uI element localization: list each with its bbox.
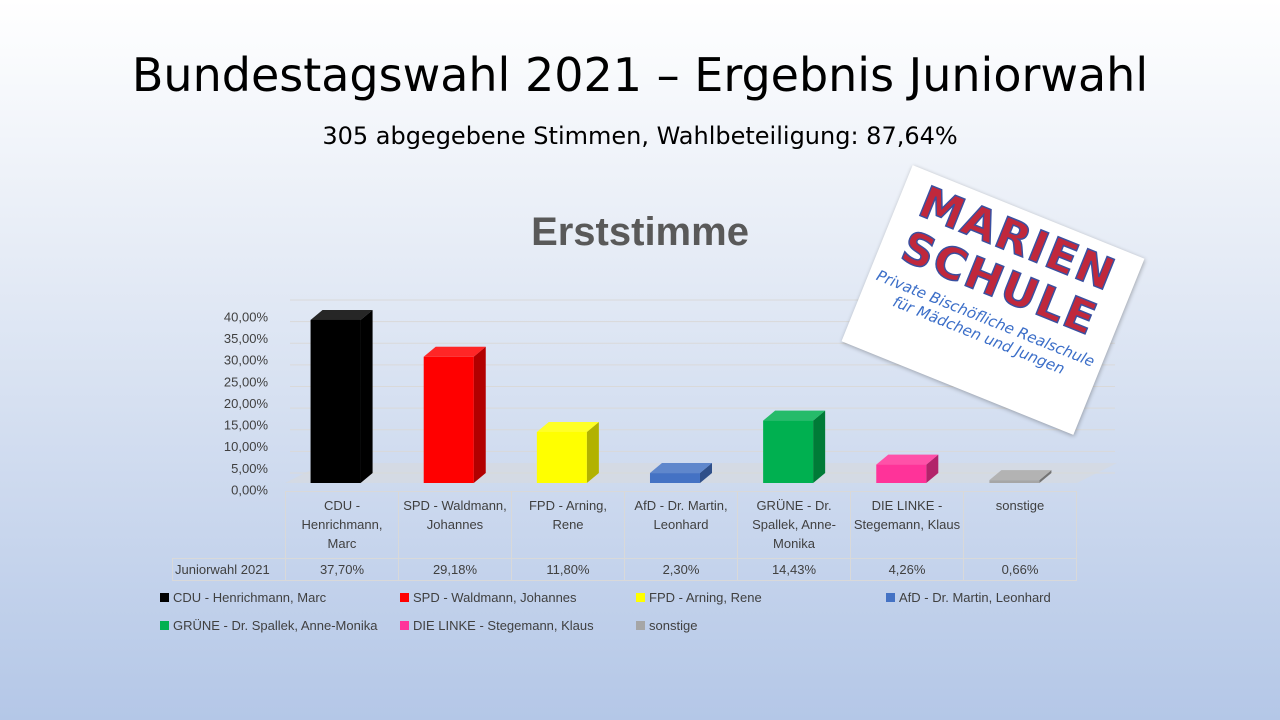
bar-top-shade — [536, 421, 599, 432]
legend-label: FPD - Arning, Rene — [649, 590, 762, 605]
legend-swatch — [160, 621, 169, 630]
legend-swatch — [400, 621, 409, 630]
bar-side-shade — [473, 346, 486, 483]
legend-item: CDU - Henrichmann, Marc — [160, 590, 326, 605]
bar-top-shade — [649, 463, 712, 474]
bar-top-shade — [310, 309, 373, 320]
category-label: sonstige — [963, 491, 1077, 559]
y-tick-label: 5,00% — [231, 461, 268, 476]
slide-subtitle: 305 abgegebene Stimmen, Wahlbeteiligung:… — [322, 122, 958, 150]
table-row: Juniorwahl 2021 37,70% 29,18% 11,80% 2,30% 14… — [172, 558, 1077, 581]
bar-side-shade — [813, 410, 826, 483]
value-label: 0,66% — [963, 558, 1077, 581]
bar-top — [536, 421, 599, 432]
y-tick-label: 20,00% — [224, 396, 269, 411]
bar-side-shade — [926, 454, 939, 483]
legend-swatch — [160, 593, 169, 602]
legend-item: AfD - Dr. Martin, Leonhard — [886, 590, 1051, 605]
y-tick-label: 0,00% — [231, 482, 268, 497]
value-label: 29,18% — [398, 558, 512, 581]
table-row: CDU - Henrichmann, Marc SPD - Waldmann, J… — [173, 491, 1077, 559]
category-label: FPD - Arning, Rene — [511, 491, 625, 559]
legend-swatch — [400, 593, 409, 602]
bar — [536, 431, 587, 483]
bar-side — [360, 309, 373, 483]
legend-item: FPD - Arning, Rene — [636, 590, 762, 605]
y-tick-label: 40,00% — [224, 309, 269, 324]
legend-swatch — [636, 621, 645, 630]
y-tick-label: 30,00% — [224, 353, 269, 368]
category-label: SPD - Waldmann, Johannes — [398, 491, 512, 559]
data-table: CDU - Henrichmann, Marc SPD - Waldmann, J… — [172, 491, 1077, 581]
legend-label: GRÜNE - Dr. Spallek, Anne-Monika — [173, 618, 378, 633]
bar-side — [813, 410, 826, 483]
bar-side — [926, 454, 939, 483]
value-label: 14,43% — [737, 558, 851, 581]
bar-top — [310, 309, 373, 320]
table-cell — [173, 492, 286, 559]
category-label: GRÜNE - Dr. Spallek, Anne-Monika — [737, 491, 851, 559]
legend-swatch — [636, 593, 645, 602]
bar-side-shade — [360, 309, 373, 483]
bar — [989, 480, 1040, 483]
legend-item: SPD - Waldmann, Johannes — [400, 590, 577, 605]
bar-top-shade — [876, 454, 939, 465]
legend-item: DIE LINKE - Stegemann, Klaus — [400, 618, 594, 633]
category-label: CDU - Henrichmann, Marc — [285, 491, 399, 559]
bar — [763, 420, 814, 483]
value-label: 11,80% — [511, 558, 625, 581]
bar-side-shade — [699, 463, 712, 483]
bar-side — [1039, 470, 1052, 483]
legend-item: sonstige — [636, 618, 697, 633]
series-name: Juniorwahl 2021 — [172, 558, 286, 581]
bar — [649, 473, 700, 483]
y-tick-label: 15,00% — [224, 418, 269, 433]
bar — [423, 356, 474, 483]
bar-top-shade — [989, 470, 1052, 481]
legend-item: GRÜNE - Dr. Spallek, Anne-Monika — [160, 618, 377, 633]
y-tick-label: 35,00% — [224, 331, 269, 346]
bar-top-shade — [763, 410, 826, 421]
value-label: 37,70% — [285, 558, 399, 581]
bar — [310, 319, 361, 483]
category-label: AfD - Dr. Martin, Leonhard — [624, 491, 738, 559]
bar-top — [649, 463, 712, 474]
slide-title: Bundestagswahl 2021 – Ergebnis Juniorwah… — [131, 48, 1149, 102]
bar-side — [699, 463, 712, 483]
legend-label: CDU - Henrichmann, Marc — [173, 590, 327, 605]
bar-top — [423, 346, 486, 357]
bar — [876, 464, 927, 483]
y-tick-label: 10,00% — [224, 439, 269, 454]
bar-top — [763, 410, 826, 421]
legend-label: DIE LINKE - Stegemann, Klaus — [413, 618, 594, 633]
legend-label: sonstige — [649, 618, 698, 633]
bar-side — [473, 346, 486, 483]
category-label: DIE LINKE - Stegemann, Klaus — [850, 491, 964, 559]
bar-top-shade — [423, 346, 486, 357]
bar-side — [586, 421, 599, 483]
bar-top — [876, 454, 939, 465]
legend-label: SPD - Waldmann, Johannes — [413, 590, 577, 605]
y-tick-label: 25,00% — [224, 374, 269, 389]
bar-side-shade — [1039, 470, 1052, 483]
value-label: 4,26% — [850, 558, 964, 581]
bar-top — [989, 470, 1052, 481]
bar-side-shade — [586, 421, 599, 483]
chart-title: Erststimme — [531, 210, 749, 254]
legend-label: AfD - Dr. Martin, Leonhard — [899, 590, 1051, 605]
legend-swatch — [886, 593, 895, 602]
value-label: 2,30% — [624, 558, 738, 581]
